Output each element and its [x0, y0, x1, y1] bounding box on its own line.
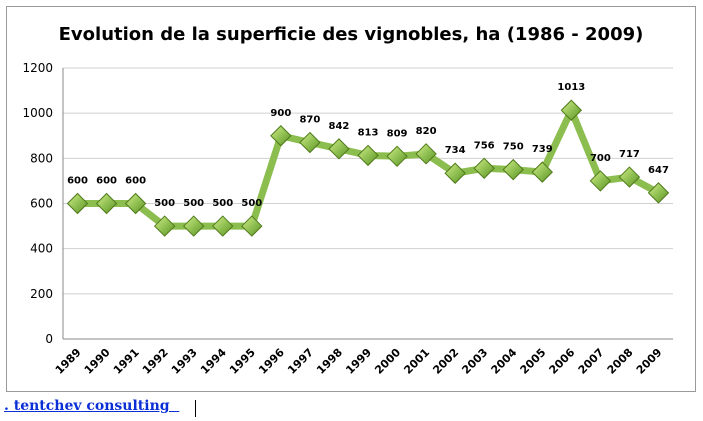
- data-label: 700: [590, 153, 611, 164]
- data-label: 600: [125, 176, 146, 187]
- data-point-marker: [241, 215, 263, 237]
- data-labels: 600 600 600 500 500 500 500 900 870 842 813 809 820 7…: [67, 82, 669, 209]
- x-tick-label: 1999: [343, 346, 374, 377]
- x-tick-label: 2005: [518, 346, 549, 377]
- data-point-marker: [357, 144, 379, 167]
- data-label: 756: [474, 140, 495, 151]
- data-label: 842: [329, 121, 350, 132]
- x-tick-label: 1989: [53, 346, 84, 377]
- data-label: 813: [358, 127, 379, 138]
- y-tick-label: 400: [30, 242, 53, 256]
- data-point-marker: [647, 182, 670, 204]
- y-tick-label: 1200: [22, 61, 53, 75]
- data-point-marker: [124, 192, 147, 215]
- x-tick-label: 2003: [459, 346, 490, 377]
- data-point-marker: [473, 157, 495, 179]
- data-point-marker: [531, 161, 553, 183]
- x-tick-label: 1993: [169, 346, 200, 377]
- data-point-marker: [589, 170, 612, 192]
- data-point-marker: [270, 125, 292, 147]
- data-label: 809: [387, 128, 408, 139]
- data-label: 1013: [557, 82, 585, 93]
- data-point-marker: [328, 138, 350, 160]
- chart-frame: Evolution de la superficie des vignobles…: [6, 6, 696, 392]
- x-tick-label: 1998: [314, 346, 345, 377]
- text-cursor: [195, 400, 196, 417]
- markers: [66, 99, 670, 237]
- x-tick-label: 2009: [634, 346, 665, 377]
- data-label: 500: [212, 198, 233, 209]
- x-tick-label: 2002: [430, 346, 461, 377]
- x-tick-label: 2007: [576, 346, 607, 377]
- x-tick-label: 2006: [547, 346, 578, 377]
- data-label: 500: [241, 198, 262, 209]
- data-label: 739: [532, 144, 553, 155]
- data-label: 900: [270, 108, 291, 119]
- x-tick-label: 1994: [198, 346, 229, 377]
- y-tick-label: 800: [30, 151, 53, 165]
- data-label: 870: [299, 115, 320, 126]
- x-tick-label: 2004: [489, 346, 520, 377]
- x-tick-labels: 1989199019911992199319941995199619971998…: [53, 346, 665, 377]
- y-tick-label: 600: [30, 197, 53, 211]
- y-tick-label: 1000: [22, 106, 53, 120]
- x-tick-label: 1991: [111, 346, 142, 377]
- data-point-marker: [153, 215, 176, 237]
- data-label: 734: [445, 145, 466, 156]
- x-tick-label: 2008: [605, 346, 636, 377]
- data-point-marker: [444, 162, 466, 184]
- data-label: 500: [183, 198, 204, 209]
- x-tick-label: 1990: [82, 346, 113, 377]
- data-label: 647: [648, 165, 669, 176]
- data-point-marker: [502, 158, 524, 181]
- data-label: 750: [503, 142, 524, 153]
- data-point-marker: [299, 131, 321, 154]
- x-tick-label: 2001: [401, 346, 432, 377]
- y-tick-label: 200: [30, 287, 53, 301]
- data-label: 717: [619, 149, 640, 160]
- x-tick-label: 2000: [372, 346, 403, 377]
- x-tick-label: 1997: [285, 346, 316, 377]
- line-chart: Evolution de la superficie des vignobles…: [22, 24, 673, 377]
- data-point-marker: [618, 166, 641, 188]
- axes: [62, 68, 673, 340]
- data-label: 600: [67, 176, 88, 187]
- data-label: 500: [154, 198, 175, 209]
- y-tick-label: 0: [45, 332, 53, 346]
- x-tick-label: 1992: [140, 346, 171, 377]
- data-label: 820: [416, 126, 437, 137]
- data-point-marker: [415, 143, 437, 165]
- x-tick-label: 1996: [256, 346, 287, 377]
- data-point-marker: [66, 192, 89, 215]
- y-tick-labels: 0 200 400 600 800 1000 1200: [22, 61, 53, 346]
- data-label: 600: [96, 176, 117, 187]
- chart-title: Evolution de la superficie des vignobles…: [59, 24, 644, 45]
- data-point-marker: [212, 215, 234, 237]
- tentchev-consulting-link[interactable]: . tentchev consulting: [4, 398, 180, 414]
- data-point-marker: [560, 99, 583, 121]
- data-point-marker: [183, 215, 205, 237]
- x-tick-label: 1995: [227, 346, 258, 377]
- gridlines: [63, 67, 673, 295]
- data-point-marker: [95, 192, 118, 215]
- data-point-marker: [386, 145, 408, 168]
